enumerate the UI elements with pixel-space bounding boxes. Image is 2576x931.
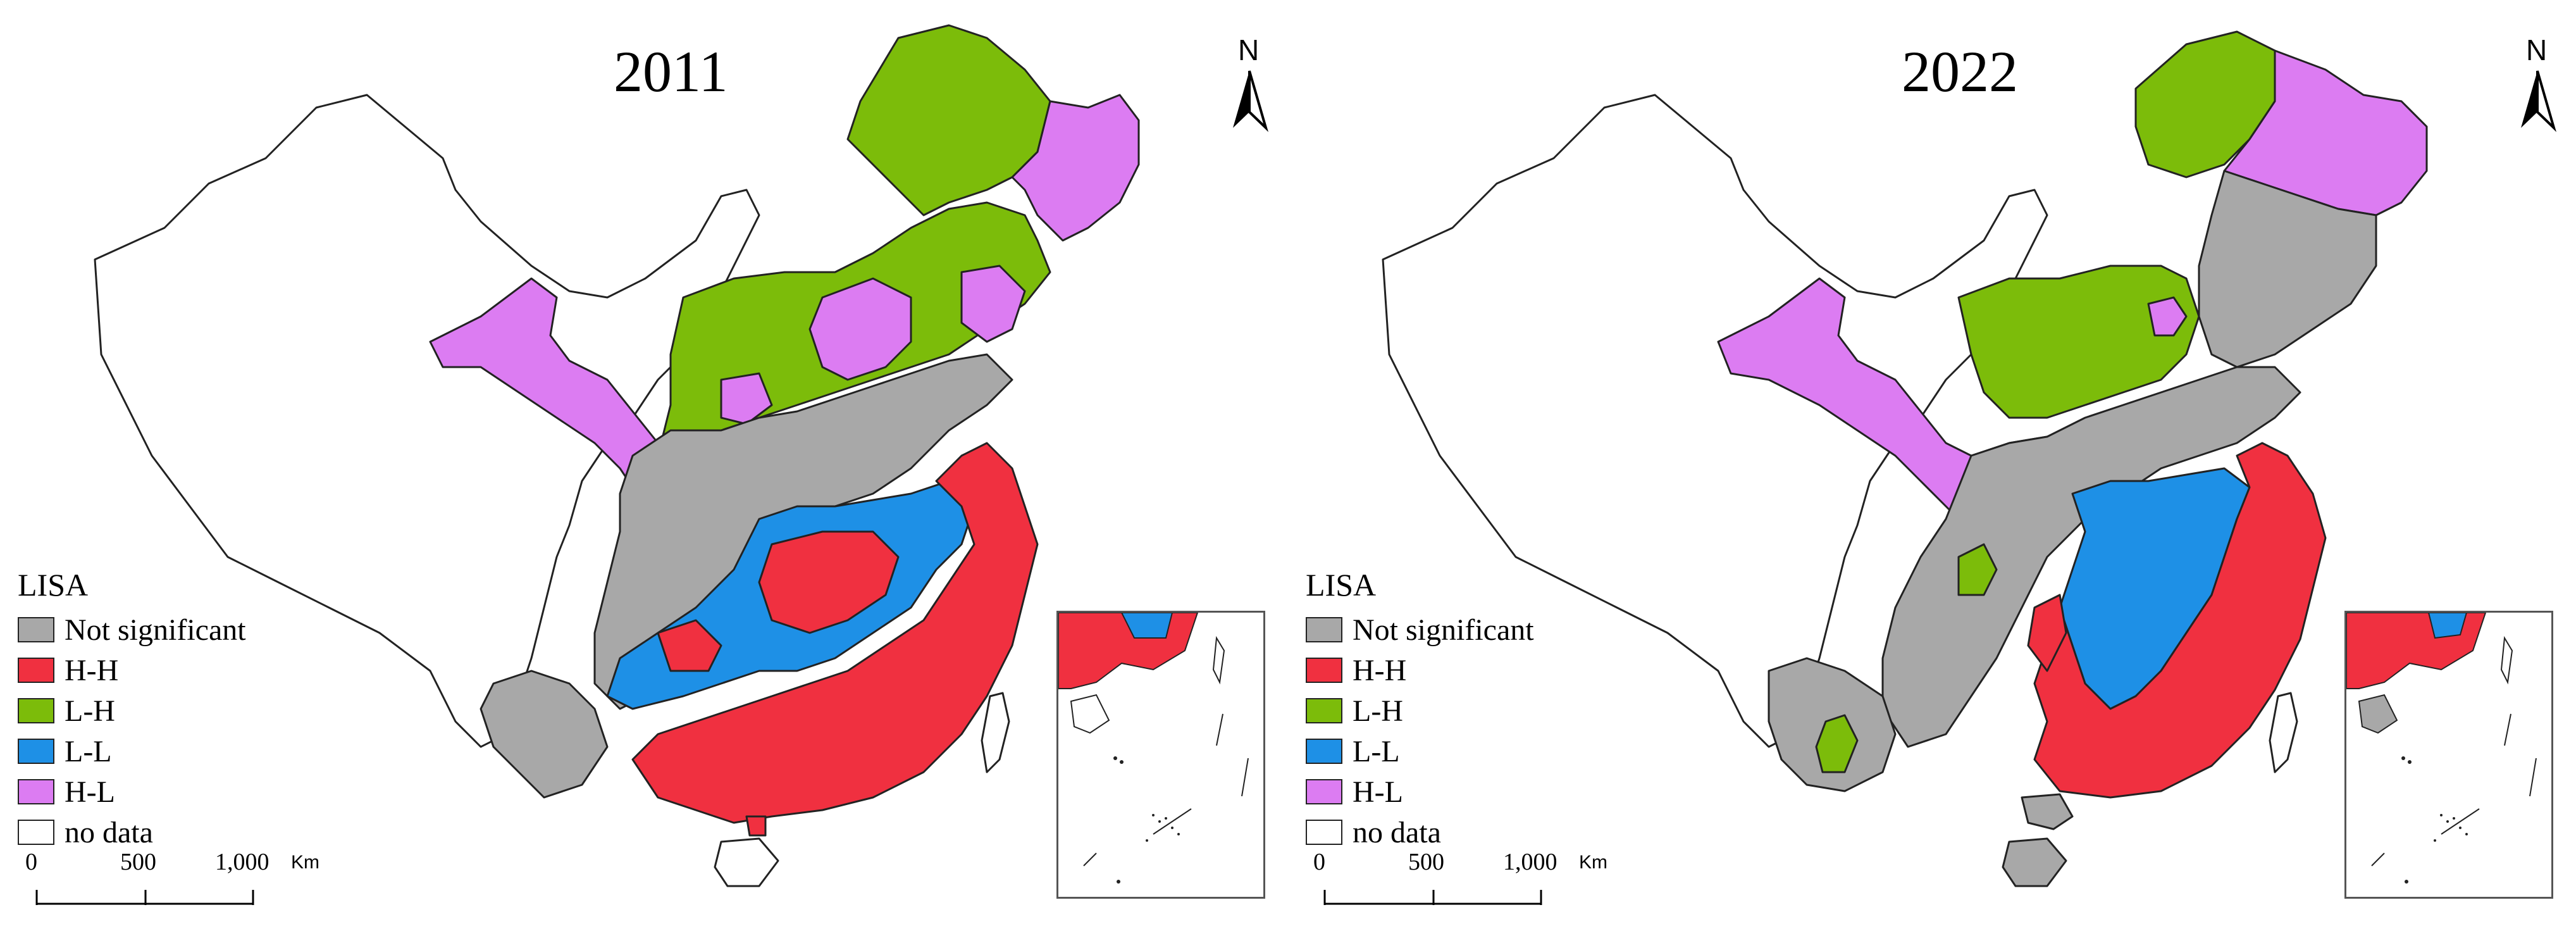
legend-swatch <box>18 617 54 642</box>
legend-label: no data <box>1353 815 1441 849</box>
legend-label: no data <box>65 815 153 849</box>
region-hainan <box>2002 837 2067 887</box>
legend-label: L-L <box>1353 734 1400 768</box>
region-hh-west <box>2027 594 2067 672</box>
legend-label: L-H <box>1353 694 1403 728</box>
scale-bar: 0 500 1,000 Km <box>1313 848 1642 918</box>
south-china-sea-inset <box>2344 611 2553 899</box>
legend-item-hh: H-H <box>18 650 372 690</box>
region-hl-north-2 <box>960 265 1026 343</box>
legend-item-lh: L-H <box>1306 690 1660 731</box>
region-lh-north <box>1957 265 2200 419</box>
scale-tick-500: 500 <box>1408 849 1444 875</box>
legend-label: H-H <box>1353 653 1407 687</box>
legend-item-not-significant: Not significant <box>18 609 372 650</box>
map-year-title: 2011 <box>614 39 728 104</box>
legend-label: L-H <box>65 694 115 728</box>
region-hl-northeast <box>1011 94 1140 242</box>
legend-item-no-data: no data <box>1306 812 1660 853</box>
legend-label: L-L <box>65 734 112 768</box>
map-panel-2022: 2022 N LISA Not significant H-H L-H L-L … <box>1288 0 2576 931</box>
legend-label: H-L <box>65 775 115 809</box>
region-hainan <box>714 837 779 887</box>
region-hh-southeast <box>2033 442 2327 799</box>
north-arrow: N <box>1224 33 1275 147</box>
legend-swatch <box>18 698 54 723</box>
region-hh-west <box>657 619 722 672</box>
scale-bar-line <box>35 890 254 905</box>
legend-label: H-H <box>65 653 119 687</box>
legend-title: LISA <box>18 567 89 603</box>
scale-tick-500: 500 <box>120 849 156 875</box>
north-arrow-label: N <box>1238 34 1260 66</box>
region-hh-central <box>758 530 900 634</box>
region-hh-southeast <box>631 442 1039 824</box>
legend-swatch <box>1306 739 1342 764</box>
scale-tick-0: 0 <box>25 849 37 875</box>
map-panel-2011: 2011 N LISA Not significant H-H L-H L-L … <box>18 24 1275 918</box>
region-hl-north-patch <box>2147 296 2188 337</box>
legend-swatch <box>18 779 54 804</box>
region-lh-southwest <box>1815 714 1859 773</box>
inset-map <box>1058 613 1249 884</box>
legend-item-hl: H-L <box>1306 772 1660 812</box>
scale-bar: 0 500 1,000 Km <box>25 848 354 918</box>
north-arrow: N <box>2512 33 2563 147</box>
scale-unit: Km <box>291 852 319 873</box>
legend-item-hh: H-H <box>1306 650 1660 690</box>
region-lh-northeast <box>846 24 1051 216</box>
map-canvas-2022 <box>1382 30 2428 887</box>
legend-label: Not significant <box>1353 613 1534 647</box>
region-not-significant-northeast <box>2198 170 2377 368</box>
legend-swatch <box>1306 779 1342 804</box>
scale-bar-line <box>1323 890 1542 905</box>
region-no-data-west <box>1382 94 2048 748</box>
region-lh-central <box>1957 543 1998 596</box>
legend-swatch <box>1306 617 1342 642</box>
north-arrow-icon <box>1233 70 1268 132</box>
scale-tick-1000: 1,000 <box>215 849 269 875</box>
south-china-sea-inset <box>1056 611 1265 899</box>
region-hl-north-3 <box>720 372 773 425</box>
region-taiwan <box>981 692 1010 773</box>
map-canvas-2011 <box>94 24 1140 887</box>
legend-item-ll: L-L <box>1306 731 1660 772</box>
scale-tick-1000: 1,000 <box>1503 849 1557 875</box>
inset-map <box>2346 613 2537 884</box>
region-hl-north-1 <box>808 277 912 381</box>
scale-tick-0: 0 <box>1313 849 1325 875</box>
legend-label: Not significant <box>65 613 246 647</box>
legend-swatch <box>1306 820 1342 845</box>
legend-item-not-significant: Not significant <box>1306 609 1660 650</box>
legend: LISA Not significant H-H L-H L-L H-L no … <box>1306 566 1660 853</box>
region-taiwan <box>2269 692 2298 773</box>
scale-unit: Km <box>1579 852 1607 873</box>
north-arrow-label: N <box>2526 34 2548 66</box>
legend-swatch <box>1306 658 1342 683</box>
north-arrow-icon <box>2521 70 2556 132</box>
legend-item-ll: L-L <box>18 731 372 772</box>
region-hh-hainan-strait <box>745 815 767 837</box>
legend: LISA Not significant H-H L-H L-L H-L no … <box>18 566 372 853</box>
legend-swatch <box>18 658 54 683</box>
legend-label: H-L <box>1353 775 1403 809</box>
legend-title: LISA <box>1306 567 1377 603</box>
region-not-significant-south <box>2021 793 2074 830</box>
legend-swatch <box>18 820 54 845</box>
legend-swatch <box>1306 698 1342 723</box>
map-year-title: 2022 <box>1902 39 2018 104</box>
legend-swatch <box>18 739 54 764</box>
legend-item-hl: H-L <box>18 772 372 812</box>
region-not-significant-southwest <box>480 670 609 799</box>
legend-item-no-data: no data <box>18 812 372 853</box>
legend-item-lh: L-H <box>18 690 372 731</box>
